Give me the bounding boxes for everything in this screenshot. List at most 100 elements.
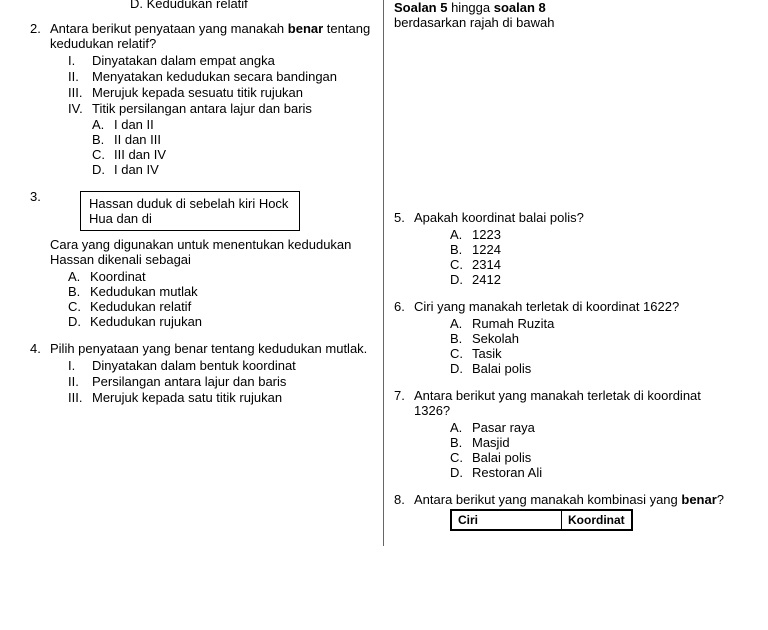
option-label: C. bbox=[450, 450, 472, 465]
q8-text-post: ? bbox=[717, 492, 724, 507]
roman-label: I. bbox=[68, 53, 92, 68]
q2-options: A.I dan II B.II dan III C.III dan IV D.I… bbox=[92, 117, 373, 177]
option-text: Pasar raya bbox=[472, 420, 738, 435]
option-text: Balai polis bbox=[472, 450, 738, 465]
q2-text-pre: Antara berikut penyataan yang manakah bbox=[50, 21, 288, 36]
q8-number: 8. bbox=[394, 492, 414, 534]
roman-text: Merujuk kepada sesuatu titik rujukan bbox=[92, 85, 373, 100]
question-4: 4. Pilih penyataan yang benar tentang ke… bbox=[30, 341, 373, 406]
question-8: 8. Antara berikut yang manakah kombinasi… bbox=[394, 492, 738, 534]
q6-number: 6. bbox=[394, 299, 414, 376]
option-text: Kedudukan mutlak bbox=[90, 284, 373, 299]
header-mid: hingga bbox=[447, 0, 493, 15]
question-5: 5. Apakah koordinat balai polis? A.1223 … bbox=[394, 210, 738, 287]
q8-text-bold: benar bbox=[681, 492, 716, 507]
page: D. Kedudukan relatif 2. Antara berikut p… bbox=[0, 0, 768, 546]
q4-text: Pilih penyataan yang benar tentang kedud… bbox=[50, 341, 373, 356]
q3-options: A.Koordinat B.Kedudukan mutlak C.Keduduk… bbox=[68, 269, 373, 329]
option-label: C. bbox=[92, 147, 114, 162]
option-label: C. bbox=[450, 257, 472, 272]
partial-option-d: D. Kedudukan relatif bbox=[130, 0, 373, 11]
option-label: B. bbox=[68, 284, 90, 299]
option-label: D. bbox=[450, 361, 472, 376]
roman-label: I. bbox=[68, 358, 92, 373]
option-text: Rumah Ruzita bbox=[472, 316, 738, 331]
header-line2: berdasarkan rajah di bawah bbox=[394, 15, 738, 30]
q8-table: Ciri Koordinat bbox=[450, 509, 633, 531]
q7-text: Antara berikut yang manakah terletak di … bbox=[414, 388, 738, 418]
option-text: Tasik bbox=[472, 346, 738, 361]
option-text: Kedudukan relatif bbox=[90, 299, 373, 314]
question-2: 2. Antara berikut penyataan yang manakah… bbox=[30, 21, 373, 177]
roman-text: Dinyatakan dalam bentuk koordinat bbox=[92, 358, 373, 373]
option-label: C. bbox=[68, 299, 90, 314]
q2-romans: I.Dinyatakan dalam empat angka II.Menyat… bbox=[68, 53, 373, 116]
option-label: B. bbox=[450, 331, 472, 346]
option-text: Kedudukan rujukan bbox=[90, 314, 373, 329]
option-text: Masjid bbox=[472, 435, 738, 450]
q5-options: A.1223 B.1224 C.2314 D.2412 bbox=[450, 227, 738, 287]
left-column: D. Kedudukan relatif 2. Antara berikut p… bbox=[20, 0, 384, 546]
option-label: D. bbox=[68, 314, 90, 329]
option-text: I dan II bbox=[114, 117, 373, 132]
q8-text: Antara berikut yang manakah kombinasi ya… bbox=[414, 492, 738, 507]
q8-text-pre: Antara berikut yang manakah kombinasi ya… bbox=[414, 492, 681, 507]
table-header-koordinat: Koordinat bbox=[562, 511, 632, 530]
roman-label: III. bbox=[68, 85, 92, 100]
q7-number: 7. bbox=[394, 388, 414, 480]
option-text: Sekolah bbox=[472, 331, 738, 346]
q7-options: A.Pasar raya B.Masjid C.Balai polis D.Re… bbox=[450, 420, 738, 480]
header-pre: Soalan 5 bbox=[394, 0, 447, 15]
roman-text: Titik persilangan antara lajur dan baris bbox=[92, 101, 373, 116]
option-text: I dan IV bbox=[114, 162, 373, 177]
q2-text-bold: benar bbox=[288, 21, 323, 36]
q4-number: 4. bbox=[30, 341, 50, 406]
q4-romans: I.Dinyatakan dalam bentuk koordinat II.P… bbox=[68, 358, 373, 405]
option-label: C. bbox=[450, 346, 472, 361]
q3-boxed-text: Hassan duduk di sebelah kiri Hock Hua da… bbox=[80, 191, 300, 231]
question-6: 6. Ciri yang manakah terletak di koordin… bbox=[394, 299, 738, 376]
option-text: 2314 bbox=[472, 257, 738, 272]
option-label: D. bbox=[450, 465, 472, 480]
option-text: 1223 bbox=[472, 227, 738, 242]
option-label: A. bbox=[450, 420, 472, 435]
option-text: Koordinat bbox=[90, 269, 373, 284]
option-label: A. bbox=[450, 316, 472, 331]
section-header: Soalan 5 hingga soalan 8 berdasarkan raj… bbox=[394, 0, 738, 30]
option-label: A. bbox=[68, 269, 90, 284]
roman-text: Menyatakan kedudukan secara bandingan bbox=[92, 69, 373, 84]
roman-label: II. bbox=[68, 374, 92, 389]
header-post: soalan 8 bbox=[494, 0, 546, 15]
q5-number: 5. bbox=[394, 210, 414, 287]
q3-text: Cara yang digunakan untuk menentukan ked… bbox=[50, 237, 373, 267]
option-label: B. bbox=[450, 435, 472, 450]
option-label: A. bbox=[450, 227, 472, 242]
q3-number: 3. bbox=[30, 189, 50, 329]
option-text: III dan IV bbox=[114, 147, 373, 162]
option-label: B. bbox=[92, 132, 114, 147]
table-header-ciri: Ciri bbox=[452, 511, 562, 530]
roman-text: Persilangan antara lajur dan baris bbox=[92, 374, 373, 389]
q6-text: Ciri yang manakah terletak di koordinat … bbox=[414, 299, 738, 314]
q5-text: Apakah koordinat balai polis? bbox=[414, 210, 738, 225]
roman-label: II. bbox=[68, 69, 92, 84]
roman-label: IV. bbox=[68, 101, 92, 116]
roman-text: Dinyatakan dalam empat angka bbox=[92, 53, 373, 68]
question-3: 3. Hassan duduk di sebelah kiri Hock Hua… bbox=[30, 189, 373, 329]
q6-options: A.Rumah Ruzita B.Sekolah C.Tasik D.Balai… bbox=[450, 316, 738, 376]
option-label: A. bbox=[92, 117, 114, 132]
roman-text: Merujuk kepada satu titik rujukan bbox=[92, 390, 373, 405]
option-text: Balai polis bbox=[472, 361, 738, 376]
q2-number: 2. bbox=[30, 21, 50, 177]
question-7: 7. Antara berikut yang manakah terletak … bbox=[394, 388, 738, 480]
option-text: II dan III bbox=[114, 132, 373, 147]
q2-text: Antara berikut penyataan yang manakah be… bbox=[50, 21, 373, 51]
option-label: D. bbox=[450, 272, 472, 287]
option-label: B. bbox=[450, 242, 472, 257]
option-text: 2412 bbox=[472, 272, 738, 287]
option-text: Restoran Ali bbox=[472, 465, 738, 480]
roman-label: III. bbox=[68, 390, 92, 405]
option-text: 1224 bbox=[472, 242, 738, 257]
option-label: D. bbox=[92, 162, 114, 177]
right-column: Soalan 5 hingga soalan 8 berdasarkan raj… bbox=[384, 0, 748, 546]
